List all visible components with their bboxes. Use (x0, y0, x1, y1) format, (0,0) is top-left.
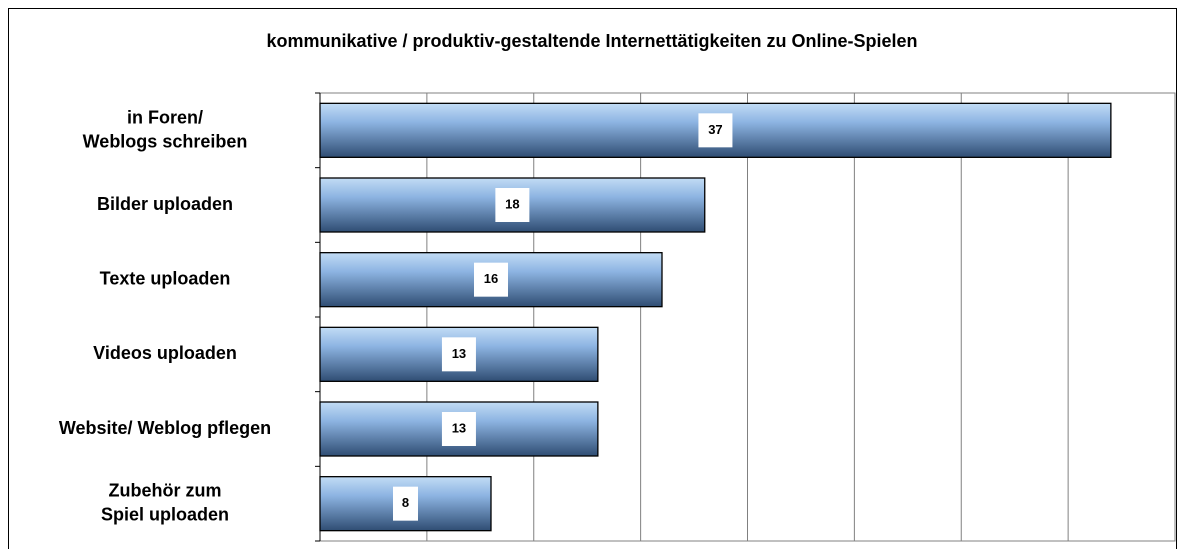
data-label: 13 (452, 346, 466, 361)
data-label-box (698, 113, 733, 148)
data-label-box (393, 486, 418, 521)
data-label: 18 (505, 196, 519, 211)
y-tick-label: Videos uploaden (93, 343, 237, 363)
data-label: 13 (452, 420, 466, 435)
data-label-box (441, 337, 476, 372)
data-label: 8 (402, 495, 409, 510)
data-label: 37 (708, 122, 722, 137)
y-tick-label: Zubehör zum Spiel uploaden (101, 480, 229, 524)
y-tick-label: Texte uploaden (100, 268, 231, 288)
data-label-box (495, 188, 530, 222)
y-tick-label: Website/ Weblog pflegen (59, 418, 271, 438)
data-label-box (441, 412, 476, 446)
data-label: 16 (484, 271, 498, 286)
y-tick-label: in Foren/Weblogs schreiben (83, 107, 248, 151)
y-tick-label: Bilder uploaden (97, 194, 233, 214)
chart-title: kommunikative / produktiv-gestaltende In… (266, 31, 917, 51)
data-label-box (474, 262, 508, 297)
